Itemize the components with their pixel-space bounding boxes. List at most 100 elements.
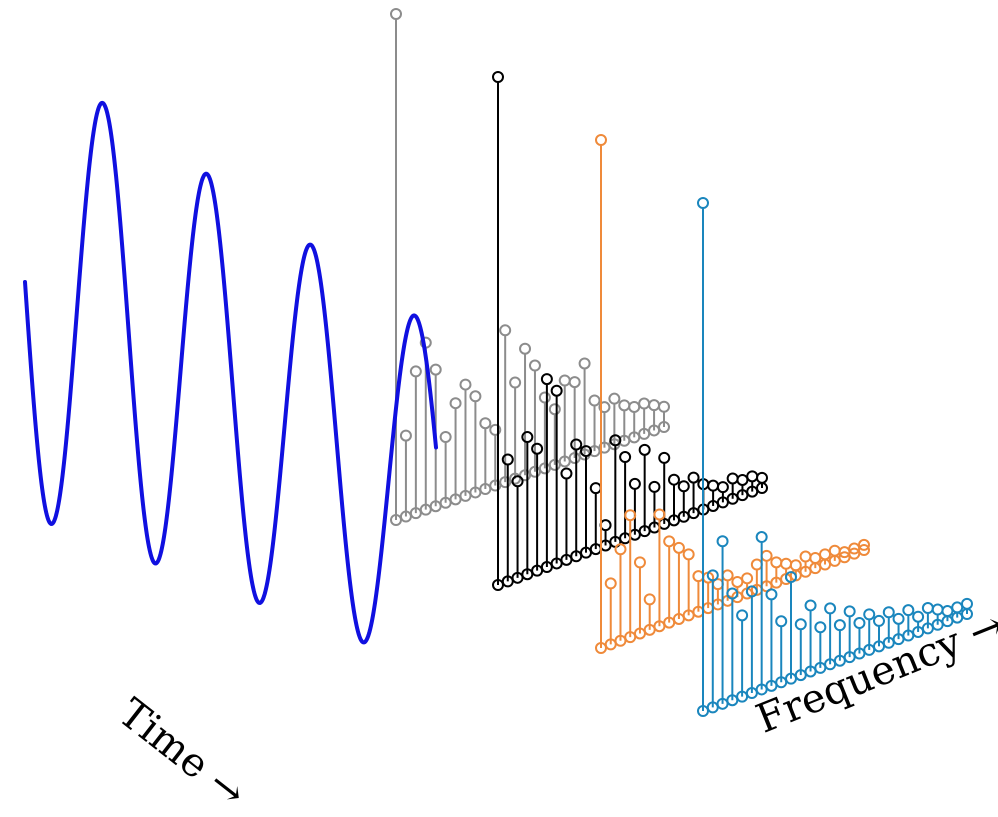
stem-marker	[519, 342, 532, 355]
stem-marker	[548, 403, 561, 416]
stem-marker	[707, 479, 720, 492]
stem-marker	[760, 549, 773, 562]
stem-marker	[528, 359, 541, 372]
stem-marker	[687, 471, 700, 484]
stem-marker	[921, 602, 934, 615]
stem-marker	[697, 197, 709, 209]
stem-marker	[892, 612, 905, 625]
stem-marker	[736, 609, 749, 622]
baseline-marker	[419, 503, 432, 516]
stem-marker	[614, 543, 627, 556]
stem-marker	[598, 401, 611, 414]
stem-marker	[560, 467, 573, 480]
baseline-marker	[588, 445, 601, 458]
stem-marker	[755, 531, 768, 544]
signal-layer	[23, 100, 438, 645]
stem-marker	[429, 363, 442, 376]
stem-marker	[409, 365, 422, 378]
baseline-marker	[548, 458, 561, 471]
baseline-marker	[638, 427, 651, 440]
stem-marker	[736, 473, 749, 486]
stem-marker	[531, 442, 544, 455]
stem-marker	[479, 417, 492, 430]
stem-marker	[721, 569, 734, 582]
stem-marker	[595, 134, 607, 146]
stem-marker	[858, 538, 870, 551]
stem-marker	[745, 585, 758, 598]
stem-marker	[648, 399, 661, 412]
baseline-marker	[439, 496, 452, 509]
stem-marker	[469, 390, 482, 403]
baseline-marker	[499, 476, 512, 489]
time-signal-wave	[23, 100, 438, 645]
stem-marker	[833, 619, 846, 632]
stem-marker	[770, 556, 783, 569]
baseline-marker	[558, 455, 571, 468]
stem-marker	[682, 548, 695, 561]
baseline-marker	[509, 472, 522, 485]
stem-marker	[824, 602, 837, 615]
stem-marker	[449, 397, 462, 410]
stem-marker	[794, 618, 807, 631]
baseline-marker	[538, 462, 551, 475]
stem-marker	[726, 472, 739, 485]
stem-marker	[746, 470, 759, 483]
stem-marker	[912, 610, 925, 623]
stem-marker	[741, 572, 754, 585]
stem-marker	[648, 480, 661, 493]
stem-marker	[819, 548, 832, 561]
stem-marker	[459, 378, 472, 391]
stem-marker	[785, 571, 797, 584]
stem-marker	[809, 551, 822, 564]
baseline-marker	[598, 441, 611, 454]
stem-marker	[628, 477, 641, 490]
stem-marker	[853, 617, 866, 630]
stem-marker	[589, 482, 602, 495]
baseline-marker	[449, 493, 462, 506]
stem-marker	[540, 373, 553, 386]
stem-marker	[492, 71, 504, 83]
stem-marker	[568, 376, 581, 389]
stem-marker	[873, 614, 885, 627]
baseline-marker	[756, 482, 768, 494]
baseline-marker	[429, 500, 442, 513]
stem-marker	[780, 557, 793, 570]
baseline-marker	[858, 544, 870, 556]
spectrum-1	[390, 8, 670, 526]
baseline-marker	[519, 469, 532, 482]
stem-marker	[509, 376, 522, 389]
stem-marker	[550, 384, 563, 397]
stem-marker	[618, 399, 631, 412]
spectrum-4	[697, 197, 973, 717]
stem-marker	[578, 357, 591, 370]
stem-marker	[692, 570, 705, 583]
stem-marker	[931, 603, 944, 616]
stem-marker	[609, 434, 622, 447]
stem-marker	[439, 430, 452, 443]
stem-marker	[658, 451, 671, 464]
stem-marker	[399, 429, 412, 442]
spectrum-2	[492, 71, 768, 591]
stem-marker	[814, 621, 827, 634]
stem-marker	[558, 374, 571, 387]
baseline-marker	[489, 479, 502, 492]
stem-marker	[624, 509, 637, 522]
stem-marker	[580, 445, 592, 458]
stem-marker	[941, 605, 954, 618]
stem-marker	[951, 601, 964, 614]
baseline-marker	[459, 489, 472, 502]
stem-marker	[633, 556, 646, 569]
stem-marker	[863, 608, 876, 621]
stem-marker	[521, 431, 534, 444]
stem-marker	[604, 577, 617, 590]
stem-marker	[619, 451, 632, 464]
baseline-marker	[658, 421, 670, 433]
baseline-marker	[568, 452, 581, 464]
stem-marker	[501, 453, 514, 466]
baseline-marker	[409, 507, 422, 520]
stem-marker	[570, 438, 583, 451]
stem-marker	[706, 569, 719, 582]
stem-marker	[775, 615, 788, 628]
spectra-layer	[390, 8, 973, 717]
stem-marker	[511, 475, 524, 488]
